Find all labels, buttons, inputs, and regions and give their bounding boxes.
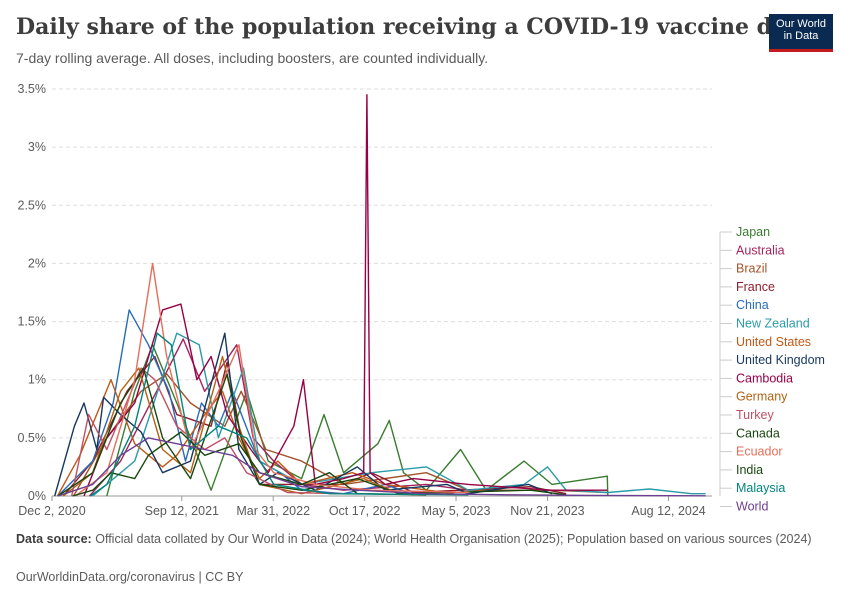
series-line[interactable] xyxy=(83,94,608,497)
legend-item[interactable]: Cambodia xyxy=(736,371,793,385)
series-line[interactable] xyxy=(92,332,706,497)
license-link[interactable]: OurWorldinData.org/coronavirus | CC BY xyxy=(16,570,244,584)
y-tick-label: 3% xyxy=(28,140,46,154)
series-line[interactable] xyxy=(89,332,469,497)
x-tick-label: Nov 21, 2023 xyxy=(510,504,584,518)
x-tick-label: May 5, 2023 xyxy=(422,504,491,518)
legend-item[interactable]: Germany xyxy=(736,390,788,404)
legend-item[interactable]: China xyxy=(736,298,769,312)
x-tick-label: Sep 12, 2021 xyxy=(145,504,219,518)
y-tick-label: 0% xyxy=(28,489,46,503)
source-text: Official data collated by Our World in D… xyxy=(95,532,812,546)
x-tick-label: Mar 31, 2022 xyxy=(236,504,310,518)
legend-item[interactable]: Malaysia xyxy=(736,481,785,495)
series-lines xyxy=(54,94,706,497)
legend-item[interactable]: India xyxy=(736,463,763,477)
series-line[interactable] xyxy=(88,338,594,497)
footer-source: Data source: Official data collated by O… xyxy=(16,532,816,547)
series-line[interactable] xyxy=(57,437,706,497)
series-line[interactable] xyxy=(57,367,567,497)
x-tick-label: Aug 12, 2024 xyxy=(631,504,705,518)
y-tick-label: 2.5% xyxy=(18,198,47,212)
x-tick-label: Dec 2, 2020 xyxy=(18,504,85,518)
legend-item[interactable]: Brazil xyxy=(736,262,767,276)
line-chart: 0% 0.5% 1% 1.5% 2% 2.5% 3% 3.5% Dec 2, 2020 Sep … xyxy=(18,82,825,518)
y-tick-label: 0.5% xyxy=(18,431,47,445)
y-tick-label: 1% xyxy=(28,373,46,387)
y-tick-label: 3.5% xyxy=(18,82,47,96)
owid-logo[interactable]: Our World in Data xyxy=(769,14,833,52)
legend-item[interactable]: France xyxy=(736,280,775,294)
x-axis: Dec 2, 2020 Sep 12, 2021 Mar 31, 2022 Oct 1… xyxy=(18,496,706,518)
legend-item[interactable]: Ecuador xyxy=(736,445,783,459)
series-line[interactable] xyxy=(54,332,553,497)
legend: Japan Australia Brazil France China New Zeala… xyxy=(719,225,825,514)
legend-item[interactable]: Australia xyxy=(736,243,785,257)
legend-item[interactable]: Canada xyxy=(736,426,780,440)
series-line[interactable] xyxy=(72,431,427,497)
logo-line-2: in Data xyxy=(783,30,819,42)
chart-title: Daily share of the population receiving … xyxy=(16,14,814,40)
chart-subtitle: 7-day rolling average. All doses, includ… xyxy=(16,50,489,66)
legend-item[interactable]: United Kingdom xyxy=(736,353,825,367)
logo-line-1: Our World xyxy=(776,18,826,30)
series-line[interactable] xyxy=(62,355,400,497)
legend-item[interactable]: Turkey xyxy=(736,408,774,422)
legend-item[interactable]: World xyxy=(736,500,768,514)
x-tick-label: Oct 17, 2022 xyxy=(329,504,401,518)
y-tick-label: 2% xyxy=(28,256,46,270)
series-line[interactable] xyxy=(106,344,609,497)
series-line[interactable] xyxy=(71,367,344,497)
y-tick-label: 1.5% xyxy=(18,315,47,329)
y-axis: 0% 0.5% 1% 1.5% 2% 2.5% 3% 3.5% xyxy=(18,82,47,503)
legend-item[interactable]: Japan xyxy=(736,225,770,239)
source-label: Data source: xyxy=(16,532,92,546)
legend-item[interactable]: United States xyxy=(736,335,811,349)
legend-item[interactable]: New Zealand xyxy=(736,317,810,331)
series-line[interactable] xyxy=(74,262,469,497)
